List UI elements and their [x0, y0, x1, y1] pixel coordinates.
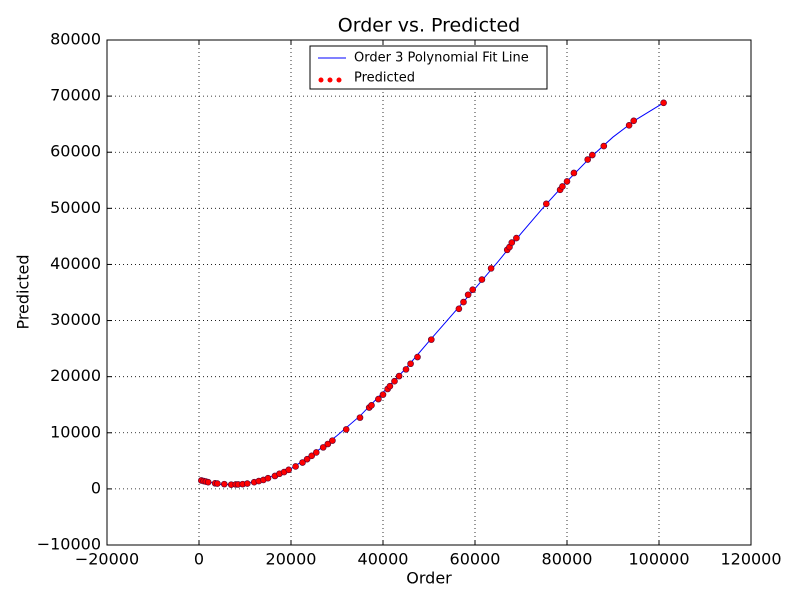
point	[542, 200, 550, 208]
point	[221, 480, 228, 488]
point	[660, 99, 667, 107]
point	[460, 298, 467, 306]
y-tick-label: −10000	[37, 535, 101, 554]
point	[630, 117, 638, 125]
point	[563, 178, 571, 185]
point	[379, 391, 387, 398]
legend-label: Order 3 Polynomial Fit Line	[354, 51, 529, 66]
point	[402, 366, 410, 373]
point	[427, 336, 435, 343]
point	[625, 121, 633, 129]
point	[204, 478, 212, 486]
x-tick-label: 80000	[542, 550, 593, 569]
point	[319, 444, 327, 451]
point	[407, 360, 414, 368]
point	[469, 286, 477, 293]
point	[299, 459, 306, 466]
chart-title: Order vs. Predicted	[338, 15, 520, 37]
point	[356, 414, 364, 421]
point	[342, 426, 350, 433]
y-tick-label: 0	[91, 478, 101, 497]
y-tick-label: 40000	[50, 254, 101, 273]
y-tick-label: 50000	[50, 198, 101, 217]
point	[570, 169, 578, 177]
legend-marker	[336, 77, 342, 83]
point	[264, 474, 272, 482]
x-tick-label: 60000	[450, 550, 501, 569]
point	[487, 265, 495, 272]
y-axis-label: Predicted	[14, 254, 33, 329]
point	[292, 463, 299, 470]
point	[478, 276, 486, 283]
point	[600, 142, 608, 150]
point	[244, 480, 251, 487]
x-tick-label: 100000	[628, 550, 689, 569]
y-tick-label: 80000	[50, 30, 101, 49]
legend-marker	[327, 77, 333, 83]
point	[368, 401, 375, 409]
point	[513, 234, 520, 242]
x-tick-label: 40000	[358, 550, 409, 569]
legend-box	[309, 45, 548, 90]
point	[395, 372, 403, 380]
x-tick-label: 0	[194, 550, 204, 569]
x-tick-label: −20000	[75, 550, 139, 569]
y-tick-label: 20000	[50, 366, 101, 385]
x-tick-label: 120000	[720, 550, 781, 569]
y-tick-label: 30000	[50, 310, 101, 329]
point	[303, 455, 311, 463]
point	[386, 382, 394, 390]
y-tick-label: 10000	[50, 422, 101, 441]
point	[455, 305, 463, 313]
legend-marker	[318, 77, 324, 83]
point	[324, 440, 332, 448]
plot-frame	[106, 39, 752, 546]
x-tick-label: 20000	[266, 550, 317, 569]
point	[214, 480, 221, 487]
point	[308, 452, 316, 460]
point	[285, 466, 293, 474]
point	[391, 377, 398, 385]
point	[584, 156, 592, 163]
point	[508, 239, 516, 246]
point	[312, 449, 320, 456]
point	[414, 353, 421, 361]
point	[375, 395, 382, 403]
point	[329, 437, 336, 444]
x-axis-label: Order	[406, 569, 452, 588]
point	[559, 183, 566, 190]
y-tick-label: 70000	[50, 86, 101, 105]
legend-label: Predicted	[354, 71, 415, 86]
point	[588, 151, 596, 159]
y-tick-label: 60000	[50, 142, 101, 161]
point	[464, 291, 472, 299]
